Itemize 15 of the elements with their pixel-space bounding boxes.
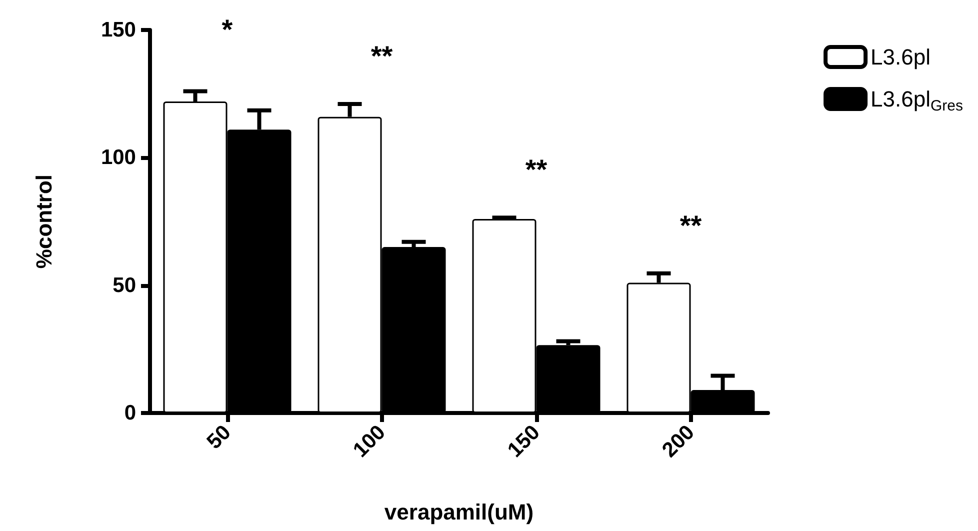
y-tick-label: 150 [100, 18, 136, 42]
y-tick-label: 50 [112, 274, 136, 297]
y-axis-title: %control [32, 174, 56, 269]
annotation: ** [370, 40, 393, 72]
y-tick-label: 0 [124, 402, 136, 424]
x-tick-label: 50 [202, 420, 236, 454]
annotation: ** [680, 210, 702, 241]
x-axis-title: verapamil(uM) [384, 500, 534, 524]
x-tick-label: 100 [348, 420, 390, 462]
annotation: * [222, 14, 233, 45]
x-tick-label: 200 [658, 420, 699, 462]
x-tick-label: 150 [503, 420, 544, 462]
legend-label: L3.6pl [870, 44, 931, 70]
y-tick-label: 100 [100, 146, 136, 170]
annotation: ** [525, 154, 548, 186]
